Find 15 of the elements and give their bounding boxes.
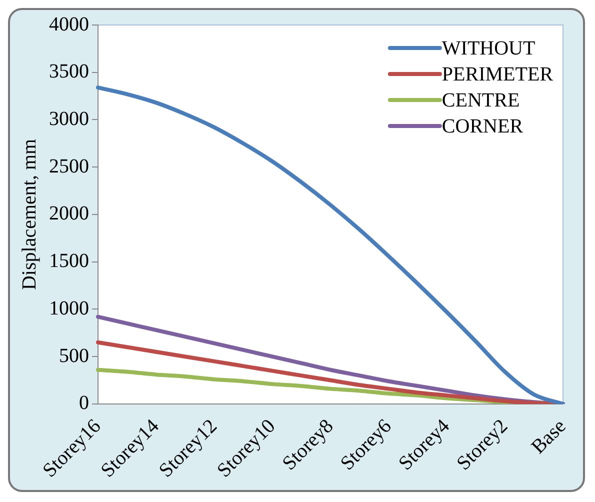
legend-label: CORNER (442, 115, 524, 138)
x-tick-label: Base (527, 415, 570, 458)
legend-label: PERIMETER (442, 63, 554, 86)
legend-label: WITHOUT (442, 37, 536, 60)
y-tick-label: 1000 (49, 297, 89, 320)
y-tick-label: 500 (59, 344, 89, 367)
legend-label: CENTRE (442, 89, 520, 112)
y-tick-label: 2000 (49, 202, 89, 225)
y-tick-label: 2500 (49, 155, 89, 178)
y-tick-label: 3500 (49, 60, 89, 83)
y-axis-title: Displacement, mm (18, 138, 40, 290)
y-tick-label: 0 (79, 392, 89, 414)
y-tick-label: 1500 (49, 250, 89, 272)
y-tick-label: 3000 (49, 108, 89, 130)
y-tick-label: 4000 (49, 13, 89, 36)
